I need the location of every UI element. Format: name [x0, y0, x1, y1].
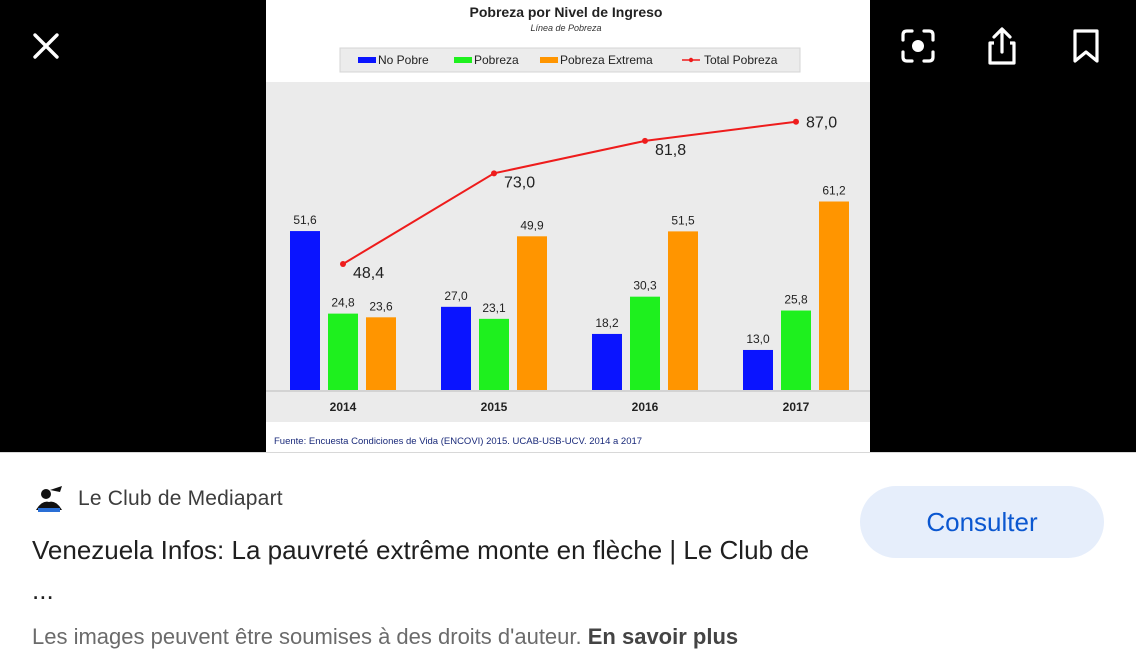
bar	[290, 231, 320, 390]
source-row[interactable]: Le Club de Mediapart	[32, 482, 283, 516]
source-logo-icon	[32, 482, 66, 516]
line-point	[340, 260, 346, 267]
total-line: 48,4 73,0 81,8 87,0	[340, 115, 837, 282]
line-value-label: 87,0	[806, 115, 837, 132]
legend-label: Pobreza Extrema	[560, 53, 653, 67]
share-icon	[988, 27, 1016, 65]
close-icon	[33, 33, 59, 59]
bar	[668, 231, 698, 390]
bars: 51,6 27,0 18,2 13,0 24,8 23,1 30,3 25,8 23,6 49,9…	[290, 184, 849, 390]
legend-line-marker	[688, 57, 694, 63]
bar	[328, 313, 358, 390]
bar-value-label: 27,0	[444, 289, 468, 303]
legend-swatch	[454, 57, 472, 63]
source-name: Le Club de Mediapart	[78, 487, 283, 510]
lens-icon	[901, 29, 935, 63]
x-tick-label: 2015	[481, 400, 508, 414]
legend-label: Pobreza	[474, 53, 519, 67]
legend-swatch	[540, 57, 558, 63]
total-line-path	[342, 120, 797, 265]
bookmark-icon	[1073, 29, 1099, 63]
divider	[0, 452, 1136, 453]
bar-value-label: 24,8	[331, 296, 355, 310]
line-point	[642, 137, 648, 144]
result-title[interactable]: Venezuela Infos: La pauvreté extrême mon…	[32, 535, 810, 605]
bar	[366, 317, 396, 390]
image-viewer: Pobreza por Nivel de Ingreso Línea de Po…	[0, 0, 1136, 452]
legend-swatch	[358, 57, 376, 63]
learn-more-link[interactable]: En savoir plus	[587, 624, 739, 649]
chart: Pobreza por Nivel de Ingreso Línea de Po…	[266, 4, 870, 447]
bar-value-label: 49,9	[520, 218, 544, 232]
legend-box	[339, 47, 801, 73]
copyright-notice: Les images peuvent être soumises à des d…	[32, 624, 738, 650]
lens-button[interactable]	[894, 22, 942, 70]
bar	[592, 333, 622, 390]
bar-value-label: 30,3	[633, 279, 657, 293]
bar-value-label: 61,2	[822, 184, 846, 198]
bar-value-label: 23,6	[369, 299, 393, 313]
close-button[interactable]	[22, 22, 70, 70]
legend-label: No Pobre	[378, 53, 429, 67]
x-tick-label: 2016	[632, 400, 659, 414]
bar	[630, 296, 660, 390]
legend-label: Total Pobreza	[704, 53, 778, 67]
chart-subtitle: Línea de Pobreza	[530, 23, 601, 33]
bar	[479, 318, 509, 390]
line-point	[491, 170, 497, 177]
visit-button[interactable]: Consulter	[860, 486, 1104, 558]
share-button[interactable]	[978, 22, 1026, 70]
line-value-label: 48,4	[353, 265, 384, 282]
bar-value-label: 13,0	[746, 332, 770, 346]
x-tick-label: 2014	[330, 400, 357, 414]
bar-value-label: 18,2	[595, 316, 619, 330]
bar	[819, 201, 849, 390]
bar-value-label: 23,1	[482, 301, 506, 315]
bookmark-button[interactable]	[1062, 22, 1110, 70]
chart-source: Fuente: Encuesta Condiciones de Vida (EN…	[274, 436, 642, 447]
bar-value-label: 51,5	[671, 213, 695, 227]
chart-image[interactable]: Pobreza por Nivel de Ingreso Línea de Po…	[266, 0, 870, 452]
x-tick-label: 2017	[783, 400, 810, 414]
line-point	[793, 118, 799, 125]
x-axis: 2014 2015 2016 2017	[266, 390, 870, 414]
bar	[441, 306, 471, 390]
line-value-label: 73,0	[504, 174, 535, 191]
bar-value-label: 25,8	[784, 293, 808, 307]
chart-title: Pobreza por Nivel de Ingreso	[470, 4, 663, 20]
line-value-label: 81,8	[655, 142, 686, 159]
bar-value-label: 51,6	[293, 213, 317, 227]
bar	[517, 236, 547, 390]
bar	[743, 349, 773, 390]
legend: No Pobre Pobreza Pobreza Extrema Total Pobr…	[358, 53, 778, 67]
bar	[781, 310, 811, 390]
copyright-text: Les images peuvent être soumises à des d…	[32, 624, 582, 649]
